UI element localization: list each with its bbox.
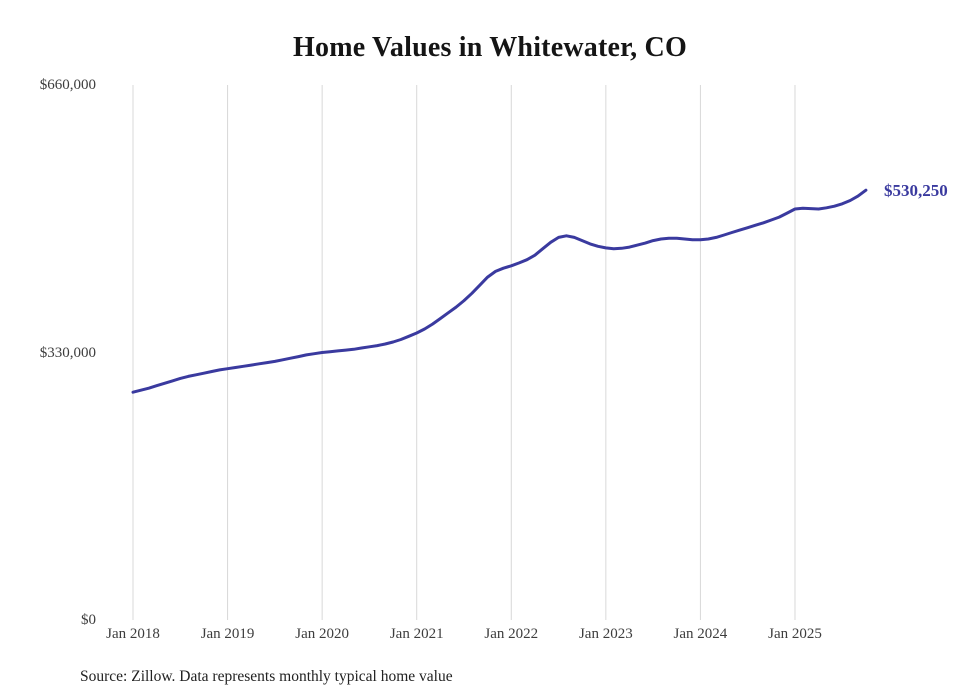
x-tick-label: Jan 2020 bbox=[295, 626, 349, 642]
series-end-value-label: $530,250 bbox=[884, 181, 948, 201]
x-tick-label: Jan 2021 bbox=[389, 626, 444, 642]
gridlines-group bbox=[132, 85, 796, 620]
y-tick-label: $0 bbox=[81, 612, 96, 628]
x-tick-label: Jan 2018 bbox=[106, 626, 160, 642]
source-note: Source: Zillow. Data represents monthly … bbox=[80, 668, 453, 685]
y-tick-label: $330,000 bbox=[39, 344, 96, 361]
x-tick-label: Jan 2025 bbox=[768, 626, 822, 642]
x-tick-label: Jan 2022 bbox=[484, 626, 539, 642]
x-tick-label: Jan 2023 bbox=[578, 626, 633, 642]
y-tick-label: $660,000 bbox=[39, 77, 96, 93]
home-value-line-series bbox=[131, 188, 868, 394]
x-tick-label: Jan 2019 bbox=[200, 626, 255, 642]
x-tick-label: Jan 2024 bbox=[673, 626, 728, 642]
chart-title: Home Values in Whitewater, CO bbox=[293, 32, 687, 63]
